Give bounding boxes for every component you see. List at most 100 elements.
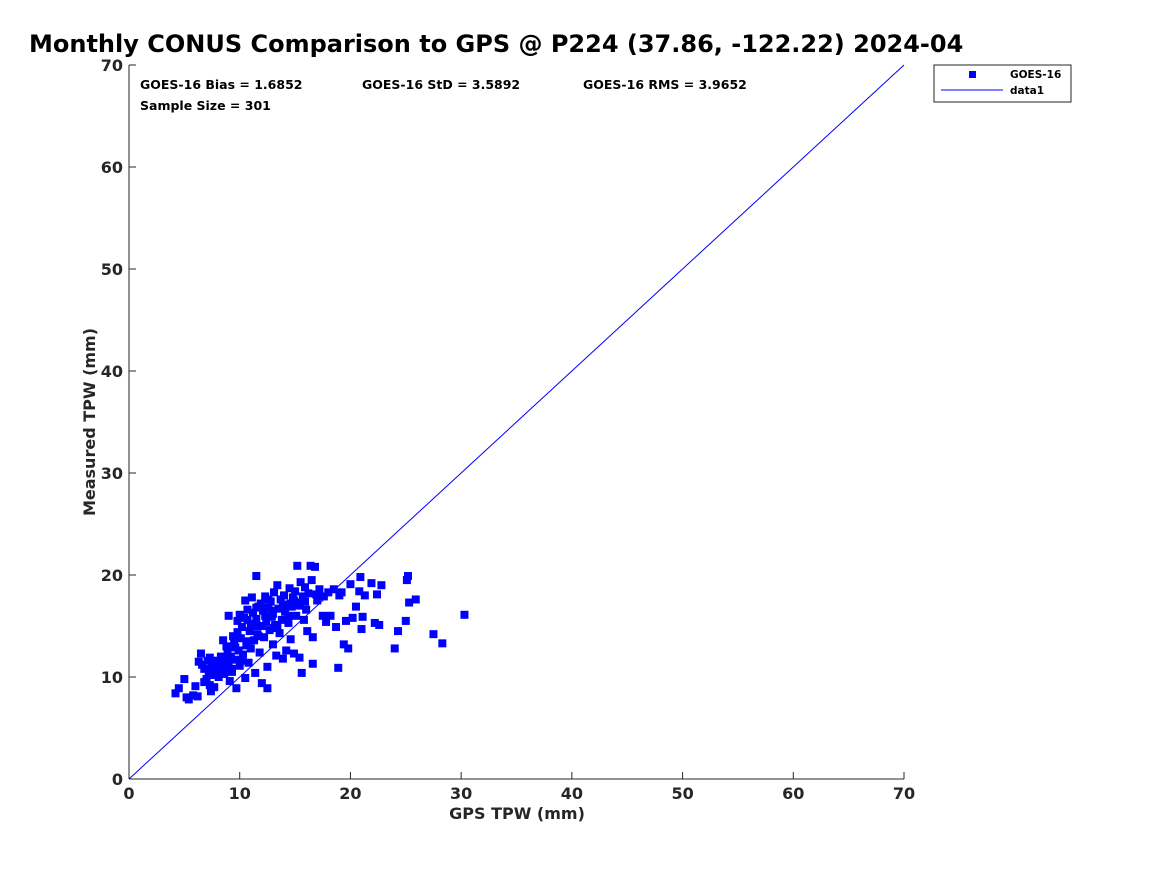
data-point <box>429 630 438 639</box>
chart-title: Monthly CONUS Comparison to GPS @ P224 (… <box>29 30 963 58</box>
data-point <box>280 591 288 600</box>
data-point <box>411 595 420 604</box>
data-point <box>296 578 305 587</box>
stat-rms: GOES-16 RMS = 3.9652 <box>583 77 747 92</box>
data-point <box>260 633 269 642</box>
data-point <box>243 615 252 624</box>
data-point <box>243 605 252 614</box>
data-point <box>249 608 257 617</box>
data-point <box>286 635 295 644</box>
data-point <box>375 620 384 629</box>
x-tick-label: 50 <box>671 784 693 803</box>
data-point <box>326 611 335 620</box>
data-point <box>257 679 266 688</box>
data-point <box>221 654 230 663</box>
legend-label-data1: data1 <box>1010 85 1044 97</box>
data-point <box>252 603 261 612</box>
data-point <box>250 622 259 630</box>
x-tick-label: 70 <box>893 784 915 803</box>
data-point <box>270 588 279 597</box>
data-point <box>357 625 366 634</box>
data-point <box>198 660 207 669</box>
data-point <box>189 691 198 700</box>
data-point <box>315 585 324 594</box>
series-data1 <box>128 64 905 780</box>
data-point <box>348 613 357 622</box>
stat-bias: GOES-16 Bias = 1.6852 <box>140 77 302 92</box>
data-point <box>191 682 200 691</box>
data-point <box>206 687 215 696</box>
data-point <box>301 583 310 592</box>
legend: GOES-16 data1 <box>933 64 1072 103</box>
data-point <box>329 585 338 594</box>
data-point <box>263 684 272 693</box>
data-point <box>267 606 276 615</box>
data-point <box>226 652 235 661</box>
data-point <box>209 670 218 679</box>
x-tick-label: 10 <box>229 784 251 803</box>
data-point <box>205 653 214 662</box>
data-point <box>210 683 219 692</box>
data-point <box>438 639 447 648</box>
data-point <box>263 662 272 671</box>
identity-line <box>128 64 905 780</box>
data-point <box>351 602 360 611</box>
data-point <box>204 667 213 676</box>
data-point <box>289 649 298 658</box>
x-ticks: 0 10 20 30 40 50 60 70 <box>123 772 915 803</box>
data-point <box>239 650 248 659</box>
data-point <box>278 654 287 663</box>
data-point <box>276 595 285 604</box>
data-point <box>402 576 411 585</box>
data-point <box>324 588 333 597</box>
data-point <box>230 639 239 648</box>
data-point <box>227 667 236 676</box>
data-point <box>250 636 259 645</box>
data-point <box>270 624 279 633</box>
data-point <box>277 615 286 624</box>
data-point <box>299 615 308 624</box>
legend-marker-goes16 <box>969 71 976 78</box>
data-point <box>242 641 251 650</box>
x-tick-label: 20 <box>339 784 361 803</box>
data-point <box>367 579 376 588</box>
data-point <box>235 610 244 619</box>
data-point <box>291 587 300 596</box>
data-point <box>293 561 302 570</box>
data-point <box>231 643 240 652</box>
data-point <box>273 581 282 590</box>
data-point <box>223 647 232 656</box>
x-axis-label: GPS TPW (mm) <box>449 804 585 823</box>
data-point <box>193 692 202 701</box>
data-point <box>308 633 317 642</box>
y-tick-label: 70 <box>101 56 123 75</box>
data-point <box>358 612 367 621</box>
data-point <box>311 562 319 571</box>
data-point <box>284 611 293 620</box>
data-point <box>220 669 229 678</box>
data-point <box>297 668 306 677</box>
data-point <box>390 644 399 653</box>
data-point <box>171 689 180 698</box>
data-point <box>370 618 379 627</box>
data-point <box>225 677 234 686</box>
data-point <box>202 675 211 684</box>
data-point <box>377 581 386 590</box>
data-point <box>274 604 283 613</box>
data-point <box>460 610 469 619</box>
data-point <box>214 673 223 681</box>
data-point <box>233 616 242 625</box>
data-point <box>356 573 365 582</box>
data-point <box>405 598 414 607</box>
data-point <box>231 655 240 664</box>
legend-label-goes16: GOES-16 <box>1010 69 1061 81</box>
data-point <box>312 590 321 599</box>
data-point <box>205 681 214 690</box>
data-point <box>268 640 277 649</box>
data-point <box>307 576 316 585</box>
data-point <box>298 592 307 601</box>
x-tick-label: 40 <box>561 784 583 803</box>
series-goes16 <box>171 561 469 704</box>
y-tick-label: 10 <box>101 668 123 687</box>
